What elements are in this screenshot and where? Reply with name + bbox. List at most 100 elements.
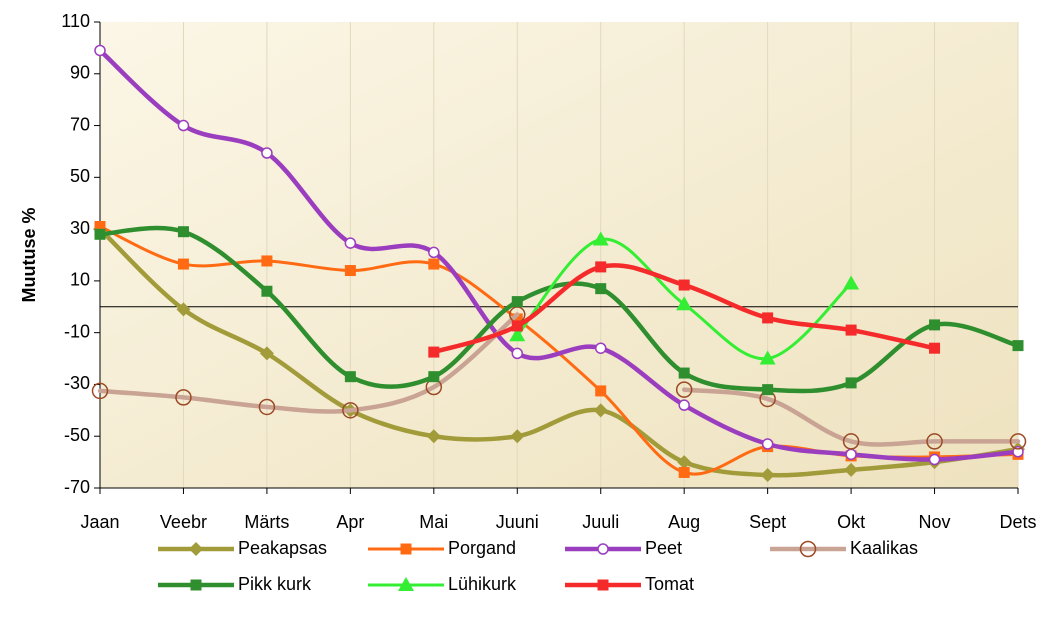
marker	[175, 389, 192, 406]
series-line	[97, 225, 1021, 394]
marker	[676, 296, 693, 311]
marker	[342, 402, 359, 419]
marker	[428, 371, 440, 383]
marker	[509, 327, 526, 342]
marker	[799, 540, 817, 558]
marker	[400, 543, 412, 555]
marker	[176, 302, 191, 317]
marker	[675, 381, 693, 398]
series-line	[681, 387, 1021, 447]
legend-label: Peet	[645, 538, 682, 558]
marker	[94, 44, 106, 57]
marker	[593, 403, 608, 418]
y-tick-label: -50	[64, 425, 90, 445]
x-tick-label: Juuli	[582, 512, 619, 532]
marker	[595, 261, 607, 273]
legend-label: Tomat	[645, 574, 694, 594]
marker	[677, 455, 692, 470]
marker	[177, 258, 189, 270]
x-tick-label: Nov	[919, 512, 951, 532]
x-tick-label: Dets	[999, 512, 1036, 532]
marker	[398, 577, 414, 591]
marker	[426, 429, 441, 444]
marker	[511, 313, 523, 325]
marker	[678, 466, 690, 478]
legend-label: Pikk kurk	[238, 574, 312, 594]
marker	[511, 347, 524, 360]
marker	[678, 279, 690, 291]
y-tick-label: -10	[64, 321, 90, 341]
y-axis-label: Muutuse %	[19, 207, 39, 302]
marker	[91, 382, 109, 400]
marker	[592, 231, 609, 246]
marker	[845, 448, 857, 461]
marker	[928, 453, 941, 466]
marker	[261, 285, 273, 297]
marker	[428, 258, 440, 270]
y-tick-label: 70	[70, 114, 90, 134]
legend-label: Peakapsas	[238, 538, 327, 558]
marker	[428, 346, 440, 358]
marker	[344, 371, 356, 383]
marker	[511, 296, 523, 308]
marker	[760, 468, 775, 483]
x-tick-label: Märts	[244, 512, 289, 532]
marker	[259, 346, 274, 361]
marker	[845, 377, 857, 389]
marker	[1009, 433, 1027, 450]
marker	[597, 579, 609, 591]
marker	[258, 398, 276, 416]
marker	[929, 342, 941, 354]
marker	[1012, 340, 1024, 352]
marker	[762, 312, 774, 324]
marker	[94, 228, 106, 240]
x-tick-label: Okt	[837, 512, 865, 532]
x-tick-label: Aug	[668, 512, 700, 532]
marker	[929, 319, 941, 331]
marker	[344, 237, 357, 249]
marker	[842, 433, 860, 450]
marker	[678, 399, 690, 411]
marker	[261, 255, 273, 267]
x-tick-label: Juuni	[496, 512, 539, 532]
marker	[762, 384, 774, 396]
marker	[595, 283, 607, 295]
legend-label: Kaalikas	[850, 538, 918, 558]
marker	[177, 226, 189, 238]
y-tick-label: 50	[70, 166, 90, 186]
x-tick-label: Mai	[419, 512, 448, 532]
marker	[94, 221, 106, 233]
marker	[845, 324, 857, 336]
marker	[190, 579, 202, 591]
marker	[759, 350, 776, 365]
legend-label: Lühikurk	[448, 574, 517, 594]
legend-label: Porgand	[448, 538, 516, 558]
marker	[678, 367, 690, 379]
x-tick-label: Sept	[749, 512, 786, 532]
y-tick-label: 30	[70, 218, 90, 238]
x-tick-label: Veebr	[160, 512, 207, 532]
x-tick-label: Apr	[336, 512, 364, 532]
marker	[428, 246, 440, 259]
marker	[926, 433, 943, 450]
x-tick-label: Jaan	[80, 512, 119, 532]
marker	[511, 320, 523, 332]
y-tick-label: -30	[64, 373, 90, 393]
y-tick-label: 10	[70, 270, 90, 290]
plot-area	[100, 22, 1018, 488]
marker	[761, 438, 774, 450]
marker	[594, 342, 607, 354]
marker	[844, 462, 859, 477]
marker	[189, 542, 203, 556]
y-tick-label: -70	[64, 477, 90, 497]
marker	[595, 385, 607, 397]
marker	[177, 119, 190, 132]
marker	[843, 275, 860, 290]
marker	[597, 543, 609, 555]
y-tick-label: 90	[70, 63, 90, 83]
y-tick-label: 110	[61, 11, 90, 31]
marker	[261, 147, 273, 159]
marker	[344, 265, 356, 277]
marker	[510, 429, 525, 444]
